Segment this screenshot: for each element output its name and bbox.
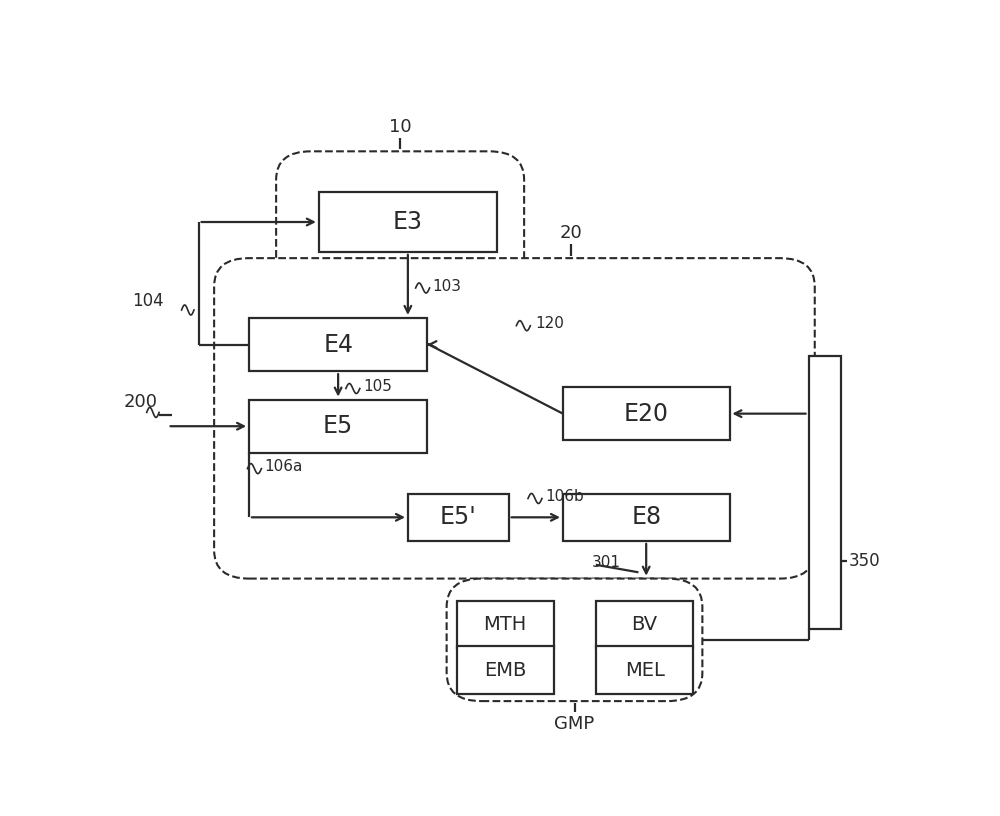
Text: 10: 10 [389,118,411,135]
Bar [249,318,427,371]
Text: 103: 103 [433,278,462,294]
Bar [563,387,730,441]
Bar [596,601,693,648]
Bar [457,601,554,648]
FancyBboxPatch shape [447,579,702,701]
Text: E8: E8 [631,505,661,530]
Text: E5: E5 [323,415,353,438]
Text: E3: E3 [393,210,423,234]
Bar [319,193,497,252]
Text: 120: 120 [536,317,565,331]
Text: MTH: MTH [484,614,527,634]
Bar [596,646,693,694]
Bar [249,400,427,453]
Text: E20: E20 [624,401,669,426]
Text: 200: 200 [124,393,158,411]
Text: 104: 104 [132,291,164,309]
Text: 20: 20 [559,224,582,242]
Text: GMP: GMP [554,715,595,733]
Bar [408,494,509,541]
Text: MEL: MEL [625,660,665,680]
Text: EMB: EMB [484,660,526,680]
Text: 105: 105 [363,379,392,394]
Text: 301: 301 [592,556,621,570]
Text: E4: E4 [323,333,353,357]
Bar [563,494,730,541]
Bar [809,356,841,629]
Text: BV: BV [632,614,658,634]
FancyBboxPatch shape [214,258,815,579]
Text: 106b: 106b [545,489,584,504]
Text: 106a: 106a [264,459,303,474]
Text: 350: 350 [849,552,880,570]
FancyBboxPatch shape [276,151,524,290]
Bar [457,646,554,694]
Text: E5': E5' [440,505,477,530]
